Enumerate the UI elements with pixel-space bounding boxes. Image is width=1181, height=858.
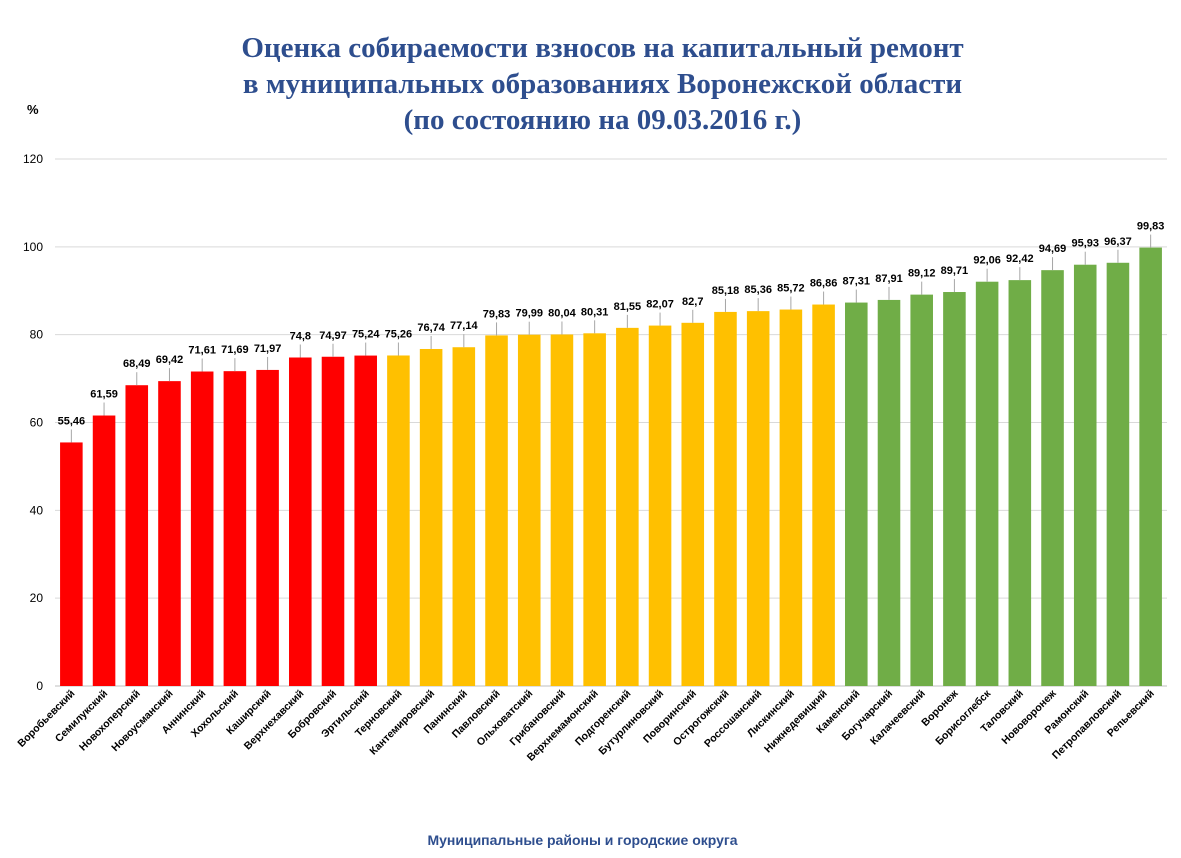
data-label-3: 68,49 — [123, 358, 151, 370]
bar-13 — [452, 347, 476, 686]
data-label-14: 79,83 — [483, 308, 511, 320]
bar-10 — [354, 355, 377, 686]
y-tick-label-120: 120 — [23, 152, 43, 166]
data-label-10: 75,24 — [352, 329, 380, 341]
bar-20 — [681, 322, 705, 686]
x-axis-title: Муниципальные районы и городские округа — [427, 832, 738, 848]
y-tick-label-0: 0 — [36, 679, 43, 693]
bar-11 — [387, 355, 410, 686]
data-label-30: 92,42 — [1006, 253, 1034, 265]
bar-31 — [1041, 270, 1064, 686]
data-label-19: 82,07 — [646, 299, 674, 311]
chart-title-line-2: в муниципальных образованиях Воронежской… — [242, 68, 963, 100]
data-label-27: 89,12 — [908, 268, 936, 280]
bar-7 — [256, 369, 279, 686]
bar-21 — [714, 311, 737, 686]
data-label-12: 76,74 — [417, 322, 445, 334]
bar-9 — [321, 356, 345, 686]
data-label-33: 96,37 — [1104, 236, 1132, 248]
bar-8 — [289, 357, 312, 686]
data-label-32: 95,93 — [1071, 238, 1099, 250]
data-label-26: 87,91 — [875, 273, 903, 285]
data-label-5: 71,61 — [188, 345, 216, 357]
bar-4 — [158, 381, 181, 686]
bar-17 — [583, 333, 606, 686]
data-label-28: 89,71 — [941, 265, 969, 277]
bar-25 — [845, 302, 868, 686]
data-label-29: 92,06 — [973, 255, 1001, 267]
bar-29 — [975, 281, 999, 686]
bar-24 — [812, 304, 835, 686]
category-label-15: Ольховатский — [474, 688, 535, 749]
chart-title-line-3: (по состоянию на 09.03.2016 г.) — [403, 104, 802, 136]
data-labels: 55,46 61,59 68,49 69,42 71,61 71,69 71,97 74,8 7… — [58, 221, 1165, 443]
bar-3 — [125, 385, 149, 686]
data-label-13: 77,14 — [450, 320, 478, 332]
y-axis-ticks: 0 20 40 60 80 100 120 — [23, 152, 43, 693]
y-tick-label-80: 80 — [30, 328, 44, 342]
y-tick-label-60: 60 — [30, 416, 44, 430]
bar-6 — [223, 371, 247, 686]
data-label-31: 94,69 — [1039, 243, 1067, 255]
data-label-1: 55,46 — [58, 415, 86, 427]
y-tick-label-40: 40 — [30, 503, 44, 517]
gridlines — [55, 158, 1167, 687]
bar-28 — [943, 292, 966, 686]
data-label-8: 74,8 — [290, 331, 311, 343]
bar-18 — [616, 327, 639, 686]
data-label-2: 61,59 — [90, 389, 118, 401]
bar-12 — [419, 348, 443, 686]
bars — [60, 247, 1162, 687]
data-label-22: 85,36 — [744, 284, 772, 296]
y-axis-unit-label: % — [27, 102, 39, 117]
bar-23 — [779, 309, 803, 686]
data-label-20: 82,7 — [682, 296, 703, 308]
bar-33 — [1106, 262, 1130, 686]
category-label-22: Россошанский — [702, 688, 764, 750]
bar-26 — [877, 299, 901, 686]
bar-34 — [1139, 247, 1162, 687]
data-label-11: 75,26 — [385, 328, 413, 340]
data-label-9: 74,97 — [319, 330, 347, 342]
data-label-18: 81,55 — [614, 301, 642, 313]
data-label-4: 69,42 — [156, 354, 184, 366]
y-tick-label-100: 100 — [23, 240, 43, 254]
data-label-23: 85,72 — [777, 283, 805, 295]
data-label-21: 85,18 — [712, 285, 740, 297]
bar-1 — [60, 442, 83, 686]
chart-title-line-1: Оценка собираемости взносов на капитальн… — [241, 32, 964, 64]
bar-14 — [485, 335, 508, 686]
data-label-25: 87,31 — [843, 276, 871, 288]
bar-5 — [190, 371, 214, 686]
chart-title: Оценка собираемости взносов на капитальн… — [0, 30, 1181, 138]
category-label-8: Верхнехавский — [242, 688, 307, 753]
bar-22 — [746, 311, 770, 686]
bar-27 — [910, 294, 933, 686]
data-label-24: 86,86 — [810, 278, 838, 290]
bar-19 — [648, 325, 672, 686]
y-tick-label-20: 20 — [30, 591, 44, 605]
category-labels: ВоробьевскийСемилукскийНовохоперскийНово… — [15, 687, 1156, 764]
data-label-15: 79,99 — [515, 308, 543, 320]
bar-2 — [92, 415, 116, 686]
bar-32 — [1073, 264, 1097, 686]
data-label-7: 71,97 — [254, 343, 282, 355]
data-label-34: 99,83 — [1137, 221, 1165, 233]
bar-30 — [1008, 280, 1032, 686]
data-label-17: 80,31 — [581, 306, 609, 318]
data-label-6: 71,69 — [221, 344, 249, 356]
bar-15 — [517, 334, 541, 686]
data-label-16: 80,04 — [548, 307, 576, 319]
bar-16 — [550, 334, 574, 686]
category-label-1: Воробьевский — [15, 688, 77, 750]
